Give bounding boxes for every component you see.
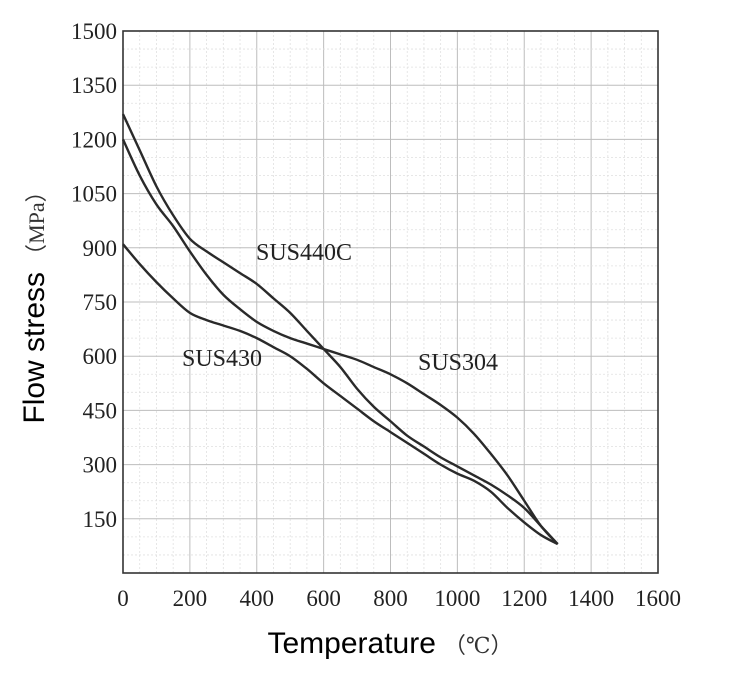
series-lines	[121, 113, 559, 546]
x-tick-label: 1600	[635, 586, 681, 611]
y-tick-labels: 150 300 450 600 750 900 1050 1200 1350 1500	[71, 19, 117, 532]
series-line-sus440c	[121, 113, 559, 545]
x-tick-label: 600	[306, 586, 341, 611]
y-tick-label: 450	[83, 398, 118, 423]
x-axis-title: Temperature （℃）	[267, 627, 512, 660]
y-tick-label: 900	[83, 236, 118, 261]
x-axis-label: Temperature	[267, 627, 435, 660]
y-tick-label: 1200	[71, 127, 117, 152]
y-tick-label: 1050	[71, 182, 117, 207]
svg-text:Flow stress（MPa）: Flow stress （MPa）	[18, 180, 51, 423]
x-tick-label: 800	[373, 586, 408, 611]
x-tick-label: 1200	[501, 586, 547, 611]
y-tick-label: 1500	[71, 19, 117, 44]
y-tick-label: 150	[83, 507, 118, 532]
y-tick-label: 600	[83, 344, 118, 369]
x-tick-labels: 0 200 400 600 800 1000 1200 1400 1600	[117, 586, 681, 611]
y-tick-label: 300	[83, 453, 118, 478]
x-tick-label: 400	[240, 586, 275, 611]
y-tick-label: 1350	[71, 73, 117, 98]
y-tick-label: 750	[83, 290, 118, 315]
series-label-sus430: SUS430	[182, 346, 262, 372]
series-label-sus440c: SUS440C	[256, 240, 352, 266]
series-line-sus430	[122, 243, 559, 546]
y-axis-title: Flow stress （MPa）	[18, 180, 51, 423]
y-axis-unit: （MPa）	[24, 180, 49, 266]
grid-lines	[123, 31, 658, 573]
x-tick-label: 0	[117, 586, 129, 611]
x-tick-label: 1400	[568, 586, 614, 611]
series-label-sus304: SUS304	[418, 350, 498, 376]
x-axis-unit: （℃）	[444, 633, 513, 658]
x-tick-label: 1000	[434, 586, 480, 611]
y-axis-label: Flow stress	[18, 272, 51, 424]
plot-frame	[122, 30, 659, 574]
x-tick-label: 200	[173, 586, 208, 611]
series-line-sus304	[121, 138, 559, 545]
